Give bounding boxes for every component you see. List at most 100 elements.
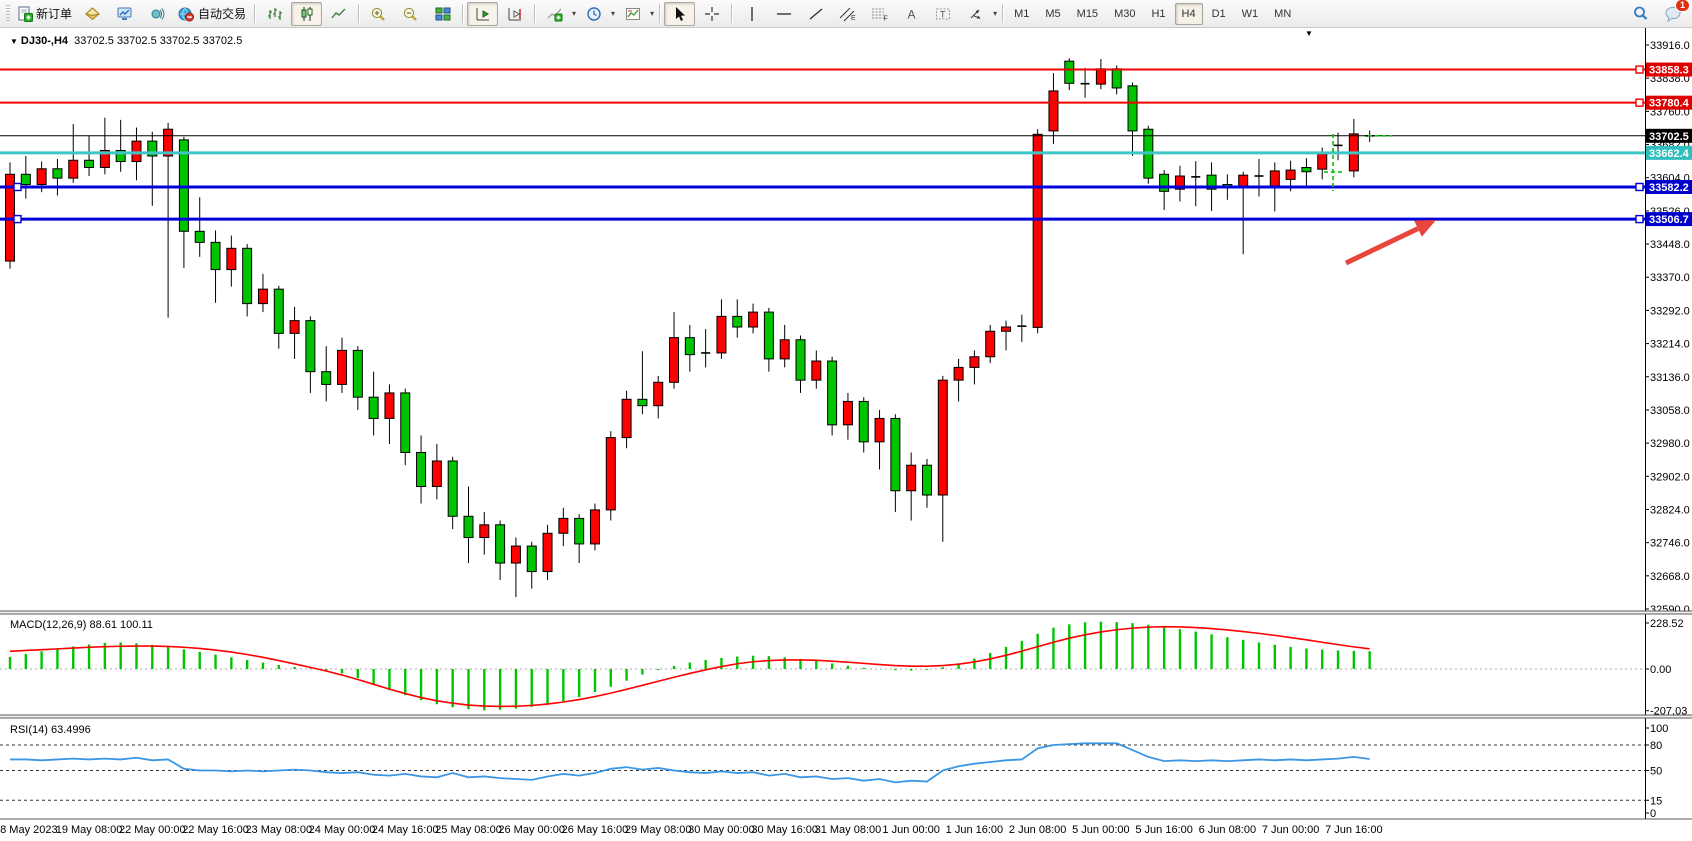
line-handle-icon[interactable] xyxy=(1635,214,1644,224)
chart-symbol-period: DJ30-,H4 xyxy=(20,35,68,47)
autotrade-button[interactable]: 自动交易 xyxy=(173,2,250,26)
rsi-axis-label: 80 xyxy=(1650,740,1662,752)
text-icon: A xyxy=(907,7,915,21)
trend-arrow-annotation[interactable] xyxy=(1344,220,1436,266)
indicators-dropdown-icon[interactable]: ▾ xyxy=(572,9,577,18)
candle-chart-icon xyxy=(301,6,313,21)
bar-chart-button[interactable] xyxy=(259,2,290,26)
indicators-button[interactable] xyxy=(539,2,570,26)
date-tick-label: 18 May 2023 xyxy=(0,824,58,836)
price-badge-value: 33780.4 xyxy=(1649,98,1690,110)
price-axis: 33916.033838.033760.033682.033604.033526… xyxy=(1645,40,1692,616)
date-tick-label: 26 May 16:00 xyxy=(562,824,629,836)
cursor-button[interactable] xyxy=(664,1,696,26)
timeframe-h1-button[interactable]: H1 xyxy=(1151,7,1166,20)
arrows-dropdown-icon[interactable]: ▾ xyxy=(993,9,998,18)
current-bar-marker xyxy=(1324,134,1392,191)
equidistant-channel-button[interactable]: E xyxy=(832,2,863,26)
price-badge-value: 33506.7 xyxy=(1649,214,1689,226)
svg-text:E: E xyxy=(851,15,856,22)
price-badge-value: 33662.4 xyxy=(1649,148,1690,160)
crosshair-button[interactable] xyxy=(696,2,727,26)
new-order-label: 新订单 xyxy=(36,7,73,21)
templates-dropdown-icon[interactable]: ▾ xyxy=(650,9,655,18)
chart-canvas[interactable]: 33916.033838.033760.033682.033604.033526… xyxy=(0,28,1692,841)
text-button[interactable]: A xyxy=(896,2,927,26)
rsi-line xyxy=(10,742,1370,784)
autotrade-label: 自动交易 xyxy=(198,7,247,21)
timeframe-h4-button[interactable]: H4 xyxy=(1174,2,1203,25)
timeframe-w1-button[interactable]: W1 xyxy=(1241,7,1259,20)
timeframe-m5-button[interactable]: M5 xyxy=(1045,7,1061,20)
toolbar-separator xyxy=(254,4,256,23)
rsi-axis-label: 0 xyxy=(1650,808,1656,820)
line-handle-icon[interactable] xyxy=(1635,65,1644,74)
zoom-in-button[interactable] xyxy=(363,2,394,26)
toolbar-grip[interactable] xyxy=(6,4,10,23)
chart-shift-button[interactable] xyxy=(499,2,530,26)
horizontal-line-button[interactable] xyxy=(768,2,799,26)
svg-text:A: A xyxy=(907,7,915,21)
macd-pane: 228.52 0.00 -207.03 xyxy=(0,618,1687,718)
chart-title: ▼ DJ30-,H4 33702.5 33702.5 33702.5 33702.… xyxy=(10,35,242,47)
timeframe-m30-button[interactable]: M30 xyxy=(1114,7,1136,20)
trendline-button[interactable] xyxy=(800,2,831,26)
macd-axis-label: 228.52 xyxy=(1650,618,1684,630)
timeframe-m1-button[interactable]: M1 xyxy=(1014,7,1030,20)
tile-windows-button[interactable] xyxy=(427,2,458,26)
toolbar-separator xyxy=(358,4,360,23)
notifications-button[interactable]: 1 xyxy=(1657,0,1690,26)
price-badge-value: 33702.5 xyxy=(1649,131,1689,143)
crosshair-icon xyxy=(704,6,719,21)
chart-window: ▼ DJ30-,H4 33702.5 33702.5 33702.5 33702.… xyxy=(0,28,1692,841)
cursor-icon xyxy=(675,6,685,21)
candle-chart-button[interactable] xyxy=(291,1,323,26)
periods-button[interactable] xyxy=(578,2,609,26)
trendline-icon xyxy=(809,7,823,20)
line-chart-button[interactable] xyxy=(323,2,354,26)
profile-saver-button[interactable] xyxy=(77,2,108,26)
zoom-out-button[interactable] xyxy=(395,2,426,26)
chart-expand-icon[interactable]: ▼ xyxy=(10,37,18,46)
vertical-line-icon xyxy=(750,6,753,21)
strategy-tester-icon xyxy=(151,7,165,20)
timeframe-mn-button[interactable]: MN xyxy=(1274,7,1292,20)
price-tick-label: 33136.0 xyxy=(1650,372,1690,384)
line-handle-icon[interactable] xyxy=(13,182,22,192)
date-tick-label: 1 Jun 16:00 xyxy=(946,824,1004,836)
timeframe-m15-button[interactable]: M15 xyxy=(1076,7,1099,20)
rsi-axis-label: 100 xyxy=(1650,723,1668,735)
strategy-tester-button[interactable] xyxy=(141,2,172,26)
price-tick-label: 33916.0 xyxy=(1650,40,1690,52)
chart-dropdown-marker[interactable]: ▼ xyxy=(1305,29,1313,38)
pane-divider[interactable] xyxy=(0,715,1692,718)
search-button[interactable] xyxy=(1625,2,1656,26)
toolbar-separator xyxy=(534,4,536,23)
macd-axis-label: -207.03 xyxy=(1650,706,1687,718)
templates-button[interactable] xyxy=(617,2,648,26)
date-tick-label: 2 Jun 08:00 xyxy=(1009,824,1067,836)
chart-background xyxy=(0,28,1692,841)
text-label-icon: T xyxy=(936,8,951,19)
timeframe-d1-button[interactable]: D1 xyxy=(1211,7,1226,20)
pane-divider[interactable] xyxy=(0,611,1692,614)
date-tick-label: 22 May 16:00 xyxy=(182,824,249,836)
chart-ohlc-values: 33702.5 33702.5 33702.5 33702.5 xyxy=(74,35,243,47)
text-label-button[interactable]: T xyxy=(928,2,959,26)
rsi-pane: 100 80 50 150 xyxy=(0,723,1668,820)
macd-signal-line xyxy=(9,625,1370,708)
line-handle-icon[interactable] xyxy=(1635,182,1644,192)
new-order-button[interactable]: 新订单 xyxy=(13,2,76,26)
vertical-line-button[interactable] xyxy=(736,2,767,26)
arrows-button[interactable] xyxy=(960,2,991,26)
zoom-out-icon xyxy=(403,7,417,21)
fibonacci-button[interactable]: F xyxy=(864,2,895,26)
line-handle-icon[interactable] xyxy=(1635,98,1644,107)
line-handle-icon[interactable] xyxy=(13,214,22,224)
terminal-button[interactable] xyxy=(109,2,140,26)
auto-scroll-icon xyxy=(476,7,489,20)
periods-dropdown-icon[interactable]: ▾ xyxy=(611,9,616,18)
price-tick-label: 32668.0 xyxy=(1650,571,1690,583)
auto-scroll-button[interactable] xyxy=(467,1,499,26)
